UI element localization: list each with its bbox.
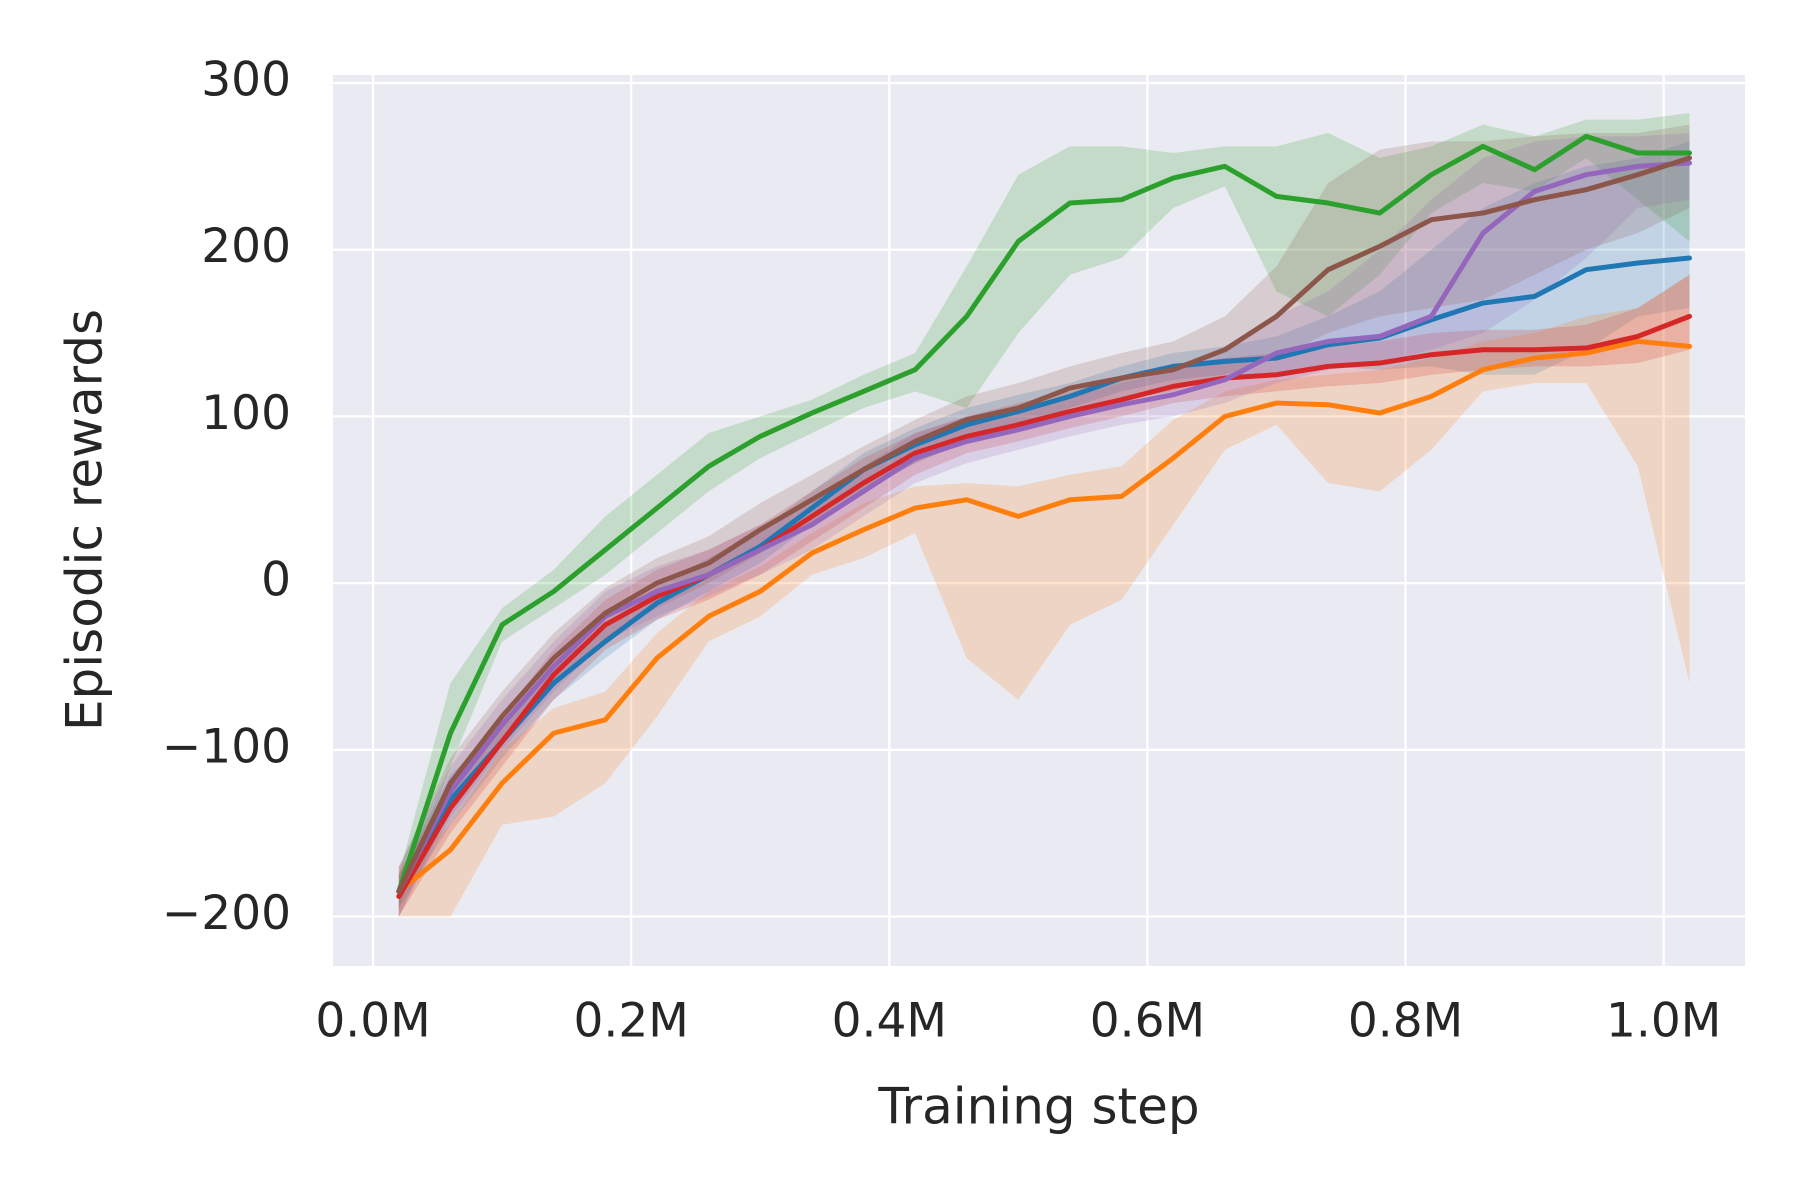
line [396, 313, 1692, 899]
line [396, 255, 1692, 894]
lines [396, 133, 1692, 899]
line [396, 160, 1692, 894]
band [398, 274, 1690, 917]
line [396, 155, 1692, 894]
y-tick-label: 100 [201, 386, 291, 441]
y-tick-label: 300 [201, 53, 291, 108]
y-tick-label: −200 [162, 886, 291, 941]
y-tick-label: −100 [162, 719, 291, 774]
y-axis-label: Episodic rewards [56, 309, 114, 731]
band [398, 133, 1690, 917]
x-tick-label: 1.0M [1606, 994, 1721, 1049]
band [398, 124, 1690, 917]
y-tick-label: 0 [261, 553, 291, 608]
line [396, 338, 1692, 894]
x-tick-label: 0.6M [1090, 994, 1205, 1049]
band [398, 141, 1690, 909]
y-tick-label: 200 [201, 219, 291, 274]
x-tick-label: 0.8M [1348, 994, 1463, 1049]
line [396, 133, 1692, 894]
x-tick-label: 0.4M [832, 994, 947, 1049]
x-axis-label: Training step [877, 1078, 1199, 1136]
x-tick-label: 0.2M [573, 994, 688, 1049]
labels: 0.0M 0.2M 0.4M 0.6M 0.8M 1.0M −200 −100 0 100 200 3… [162, 53, 1721, 1049]
x-tick-label: 0.0M [315, 994, 430, 1049]
